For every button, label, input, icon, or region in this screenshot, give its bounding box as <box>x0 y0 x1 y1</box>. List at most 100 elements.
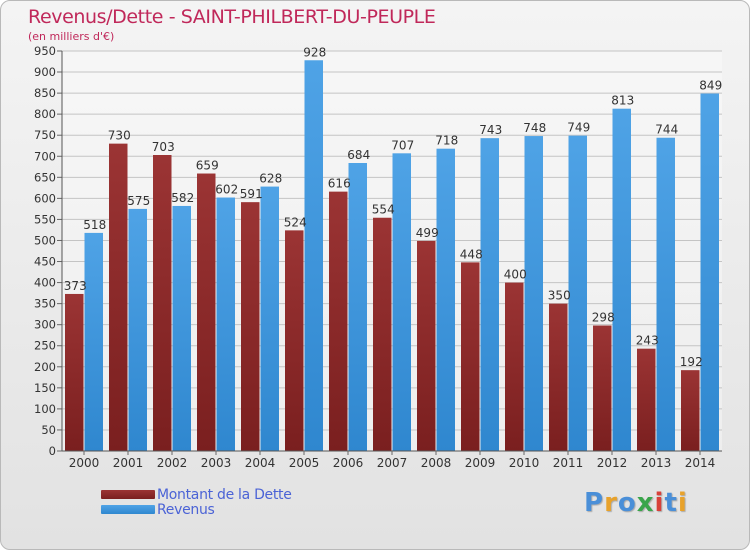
y-tick-label: 650 <box>34 170 56 184</box>
bar-debt <box>197 173 216 452</box>
y-tick-label: 900 <box>34 65 56 79</box>
bar-revenue <box>84 232 103 451</box>
logo-letter: P <box>584 488 605 518</box>
y-tick-label: 0 <box>49 444 56 458</box>
x-tick-label: 2008 <box>421 456 452 470</box>
bar-debt <box>65 293 84 451</box>
logo-letter: x <box>636 488 655 518</box>
data-label-revenue: 518 <box>83 218 106 232</box>
data-label-revenue: 748 <box>523 121 546 135</box>
axis-layer: 0 50 100 150 200 250 300 350 400 450 500 550 600 650 7… <box>34 44 722 470</box>
y-tick-label: 800 <box>34 107 56 121</box>
y-tick-label: 200 <box>34 360 56 374</box>
x-tick-label: 2014 <box>685 456 716 470</box>
data-label-revenue: 628 <box>259 172 282 186</box>
x-tick-label: 2002 <box>157 456 188 470</box>
logo-letter: i <box>677 488 688 518</box>
bar-revenue <box>392 153 411 451</box>
x-tick-label: 2005 <box>289 456 320 470</box>
chart-title: Revenus/Dette - SAINT-PHILBERT-DU-PEUPLE <box>28 6 436 28</box>
y-tick-label: 350 <box>34 297 56 311</box>
x-tick-label: 2009 <box>465 456 496 470</box>
bar-revenue <box>700 93 719 452</box>
y-tick-label: 500 <box>34 233 56 247</box>
legend: Montant de la Dette Revenus <box>101 486 292 518</box>
y-tick-label: 550 <box>34 212 56 226</box>
legend-swatch-revenue <box>101 505 155 514</box>
y-tick-label: 100 <box>34 402 56 416</box>
bar-revenue <box>260 186 279 451</box>
bar-revenue <box>216 197 235 451</box>
data-label-debt: 659 <box>196 159 219 173</box>
bar-debt <box>681 370 700 451</box>
x-tick-label: 2012 <box>597 456 628 470</box>
legend-label-debt: Montant de la Dette <box>157 486 292 503</box>
bar-revenue <box>304 60 323 452</box>
data-label-revenue: 744 <box>655 123 678 137</box>
y-tick-label: 750 <box>34 128 56 142</box>
bar-debt <box>109 143 128 451</box>
y-tick-label: 400 <box>34 276 56 290</box>
legend-swatch-debt <box>101 490 155 499</box>
data-label-revenue: 575 <box>127 194 150 208</box>
x-tick-label: 2006 <box>333 456 364 470</box>
data-label-debt: 350 <box>548 289 571 303</box>
logo-letter: i <box>654 488 665 518</box>
data-label-revenue: 684 <box>347 148 370 162</box>
plot-area <box>62 51 722 451</box>
bar-revenue <box>612 108 631 452</box>
proxiti-logo: Proxiti <box>584 488 688 518</box>
data-label-debt: 591 <box>240 187 263 201</box>
x-tick-label: 2001 <box>113 456 144 470</box>
bar-revenue <box>524 136 543 452</box>
data-label-debt: 400 <box>504 268 527 282</box>
x-tick-label: 2000 <box>69 456 100 470</box>
bars-layer <box>65 60 719 452</box>
data-label-revenue: 749 <box>567 121 590 135</box>
x-tick-label: 2007 <box>377 456 408 470</box>
x-tick-label: 2013 <box>641 456 672 470</box>
data-label-debt: 298 <box>592 311 615 325</box>
y-tick-label: 700 <box>34 149 56 163</box>
bar-revenue <box>656 137 675 451</box>
bar-debt <box>505 282 524 451</box>
data-label-revenue: 602 <box>215 183 238 197</box>
bar-debt <box>417 240 436 451</box>
bar-revenue <box>348 163 367 451</box>
bar-revenue <box>436 148 455 451</box>
data-label-revenue: 743 <box>479 123 502 137</box>
data-label-revenue: 849 <box>699 79 722 93</box>
bar-debt <box>461 262 480 451</box>
data-label-debt: 730 <box>108 129 131 143</box>
x-tick-label: 2011 <box>553 456 584 470</box>
bar-debt <box>373 217 392 451</box>
legend-item-debt: Montant de la Dette <box>101 486 292 503</box>
x-tick-label: 2004 <box>245 456 276 470</box>
y-tick-label: 950 <box>34 44 56 58</box>
data-label-debt: 243 <box>636 334 659 348</box>
bar-debt <box>593 325 612 451</box>
y-tick-label: 600 <box>34 191 56 205</box>
bar-debt <box>241 202 260 451</box>
bar-revenue <box>128 208 147 451</box>
data-label-revenue: 718 <box>435 134 458 148</box>
x-tick-label: 2003 <box>201 456 232 470</box>
bar-debt <box>153 155 172 451</box>
data-label-debt: 703 <box>152 140 175 154</box>
data-label-revenue: 707 <box>391 138 414 152</box>
legend-item-revenue: Revenus <box>101 502 292 518</box>
y-tick-label: 850 <box>34 86 56 100</box>
data-label-debt: 373 <box>64 279 87 293</box>
y-tick-label: 300 <box>34 318 56 332</box>
y-tick-label: 50 <box>41 423 56 437</box>
data-label-debt: 499 <box>416 226 439 240</box>
y-tick-label: 150 <box>34 381 56 395</box>
data-label-revenue: 813 <box>611 94 634 108</box>
data-label-debt: 524 <box>284 215 307 229</box>
logo-letter: o <box>617 488 637 518</box>
data-label-debt: 192 <box>680 355 703 369</box>
bar-revenue <box>172 205 191 451</box>
